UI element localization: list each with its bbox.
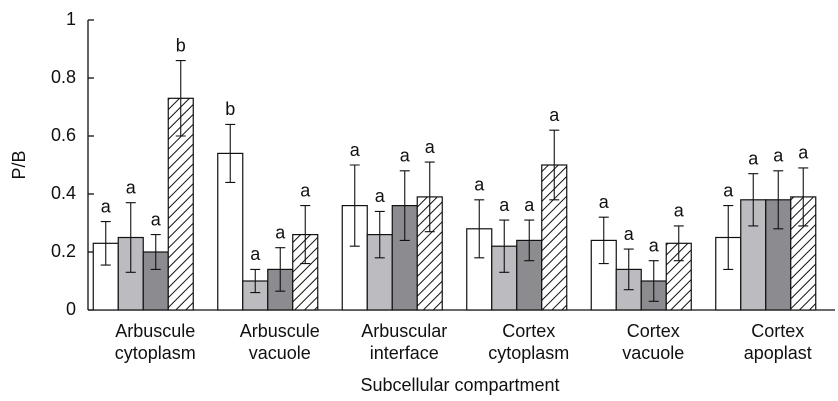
significance-letter: a xyxy=(350,140,361,160)
error-bar xyxy=(250,268,261,294)
error-bar xyxy=(748,173,759,227)
y-axis-label: P/B xyxy=(9,150,29,179)
significance-letter: a xyxy=(599,192,610,212)
error-bar xyxy=(175,60,186,137)
error-bar xyxy=(374,210,385,259)
significance-letter: a xyxy=(250,244,261,264)
significance-letter: a xyxy=(624,224,635,244)
error-bar xyxy=(648,260,659,302)
bar xyxy=(391,205,418,311)
significance-letter: a xyxy=(674,201,685,221)
error-bar xyxy=(549,129,560,201)
significance-letter: a xyxy=(101,196,112,216)
error-bar xyxy=(349,164,360,247)
error-bar xyxy=(673,225,684,262)
error-bar xyxy=(598,216,609,265)
significance-letter: a xyxy=(748,148,759,168)
significance-letter: b xyxy=(225,99,235,119)
error-bar xyxy=(100,221,111,266)
error-bar xyxy=(773,170,784,230)
y-tick-label: 0 xyxy=(66,299,76,319)
significance-letter: a xyxy=(499,195,510,215)
significance-letter: a xyxy=(151,209,162,229)
significance-letter: a xyxy=(474,175,485,195)
y-tick-label: 0.6 xyxy=(51,125,76,145)
significance-letter: a xyxy=(126,177,137,197)
x-tick-label: Arbuscular interface xyxy=(361,321,447,363)
significance-letter: a xyxy=(425,137,436,157)
error-bar xyxy=(524,219,535,262)
significance-letter: b xyxy=(176,35,186,55)
significance-letter: a xyxy=(300,180,311,200)
significance-letter: a xyxy=(798,143,809,163)
x-axis-label: Subcellular compartment xyxy=(360,375,559,395)
x-tick-label: Cortex apoplast xyxy=(744,321,812,363)
error-bar xyxy=(623,248,634,291)
y-tick-label: 0.4 xyxy=(51,183,76,203)
error-bar xyxy=(275,247,286,292)
error-bar xyxy=(225,123,236,183)
significance-letter: a xyxy=(773,146,784,166)
error-bar xyxy=(798,167,809,227)
error-bar xyxy=(150,234,161,270)
x-tick-label: Cortex vacuole xyxy=(622,321,684,363)
significance-letter: a xyxy=(524,195,535,215)
error-bar xyxy=(399,170,410,241)
error-bar xyxy=(499,219,510,273)
y-tick-label: 0.2 xyxy=(51,241,76,261)
significance-letter: a xyxy=(649,235,660,255)
significance-letter: a xyxy=(723,180,734,200)
y-tick-label: 1 xyxy=(66,9,76,29)
significance-letter: a xyxy=(375,186,386,206)
x-tick-label: Arbuscule cytoplasm xyxy=(115,321,196,363)
error-bar xyxy=(723,205,734,270)
significance-letter: a xyxy=(400,146,411,166)
y-tick-label: 0.8 xyxy=(51,67,76,87)
significance-letter: a xyxy=(549,105,560,125)
x-tick-label: Arbuscule vacuole xyxy=(240,321,320,363)
error-bar xyxy=(474,199,485,259)
error-bar xyxy=(125,202,136,273)
x-tick-label: Cortex cytoplasm xyxy=(488,321,569,363)
error-bar xyxy=(300,205,311,265)
significance-letter: a xyxy=(275,222,286,242)
error-bar xyxy=(424,161,435,233)
